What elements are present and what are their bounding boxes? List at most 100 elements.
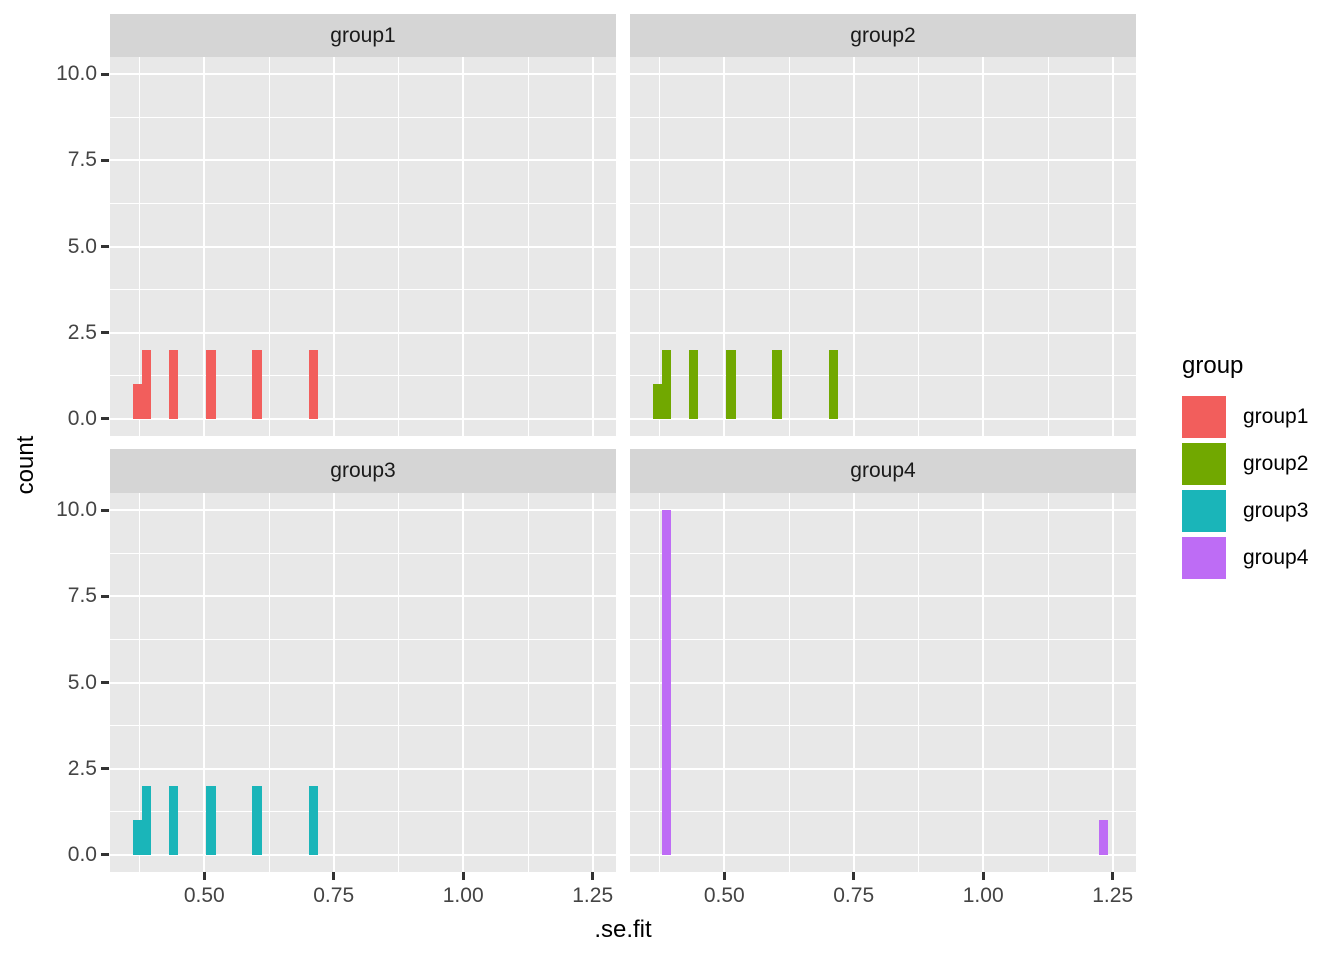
- major-gridline-y: [630, 595, 1136, 598]
- histogram-bar: [141, 349, 151, 419]
- x-tick-label: 0.50: [183, 884, 225, 907]
- y-tick-label: 10.0: [56, 498, 97, 522]
- major-gridline-y: [110, 245, 616, 248]
- legend-entry-group2: group2: [1182, 443, 1308, 485]
- y-tick-mark: [101, 158, 109, 162]
- x-tick-label: 1.25: [572, 884, 614, 907]
- minor-gridline-y: [110, 725, 616, 727]
- y-tick-mark: [101, 72, 109, 76]
- y-tick-mark: [101, 331, 109, 335]
- major-gridline-y: [110, 767, 616, 770]
- histogram-bar: [652, 384, 662, 419]
- major-gridline-y: [630, 331, 1136, 334]
- x-axis-title: .se.fit: [594, 916, 652, 943]
- legend-swatch-group1: [1182, 396, 1226, 438]
- facet-strip-group1: group1: [110, 14, 616, 57]
- facet-panel-group1: [110, 57, 616, 436]
- histogram-bar: [141, 785, 151, 855]
- x-tick-mark: [332, 872, 336, 880]
- minor-gridline-y: [630, 811, 1136, 813]
- facet-strip-group3: group3: [110, 449, 616, 493]
- legend-entry-group1: group1: [1182, 396, 1308, 438]
- y-tick-label: 10.0: [56, 62, 97, 86]
- major-gridline-y: [630, 417, 1136, 420]
- legend-label: group4: [1243, 546, 1309, 569]
- y-tick-label: 2.5: [67, 320, 97, 344]
- x-tick-mark: [461, 872, 465, 880]
- y-tick-mark: [101, 508, 109, 512]
- histogram-bar: [308, 785, 318, 855]
- minor-gridline-y: [630, 375, 1136, 377]
- y-tick-label: 7.5: [67, 148, 97, 172]
- y-tick-mark: [101, 417, 109, 421]
- y-axis-title: count: [12, 435, 39, 495]
- major-gridline-y: [630, 245, 1136, 248]
- minor-gridline-y: [110, 375, 616, 377]
- histogram-bar: [132, 820, 142, 855]
- histogram-bar: [1099, 820, 1109, 855]
- minor-gridline-y: [630, 202, 1136, 204]
- y-tick-mark: [101, 767, 109, 771]
- legend-label: group3: [1243, 499, 1309, 522]
- y-tick-label: 7.5: [67, 584, 97, 608]
- x-tick-mark: [1111, 872, 1115, 880]
- minor-gridline-y: [110, 116, 616, 118]
- major-gridline-y: [630, 159, 1136, 162]
- y-tick-mark: [101, 681, 109, 684]
- major-gridline-y: [110, 159, 616, 162]
- histogram-bar: [828, 349, 838, 419]
- x-tick-label: 1.25: [1092, 884, 1134, 907]
- x-tick-mark: [591, 872, 595, 880]
- major-gridline-y: [630, 853, 1136, 856]
- legend-swatch-group2: [1182, 443, 1226, 485]
- histogram-bar: [168, 349, 178, 419]
- major-gridline-y: [110, 509, 616, 512]
- major-gridline-y: [110, 417, 616, 420]
- legend-entry-group4: group4: [1182, 537, 1308, 579]
- y-tick-mark: [101, 594, 109, 598]
- x-tick-label: 1.00: [962, 884, 1004, 907]
- minor-gridline-y: [110, 638, 616, 640]
- minor-gridline-y: [630, 289, 1136, 291]
- facet-strip-group4: group4: [630, 449, 1136, 493]
- minor-gridline-y: [630, 116, 1136, 118]
- major-gridline-y: [630, 767, 1136, 770]
- x-tick-mark: [981, 872, 985, 880]
- facet-panel-group2: [630, 57, 1136, 436]
- y-tick-label: 5.0: [67, 670, 97, 694]
- legend: group group1 group2 group3 group4: [1182, 352, 1308, 584]
- major-gridline-y: [630, 509, 1136, 512]
- legend-entry-group3: group3: [1182, 490, 1308, 532]
- histogram-bar: [308, 349, 318, 419]
- histogram-bar: [132, 384, 142, 419]
- legend-label: group1: [1243, 405, 1309, 428]
- histogram-bar: [661, 510, 671, 855]
- legend-keys: group1 group2 group3 group4: [1182, 396, 1308, 579]
- legend-swatch-group4: [1182, 537, 1226, 579]
- histogram-bar: [206, 349, 216, 419]
- y-tick-label: 0.0: [67, 406, 97, 430]
- minor-gridline-y: [110, 552, 616, 554]
- major-gridline-y: [110, 681, 616, 684]
- major-gridline-y: [110, 331, 616, 334]
- y-tick-mark: [101, 245, 109, 248]
- y-tick-label: 5.0: [67, 234, 97, 258]
- y-tick-label: 0.0: [67, 842, 97, 866]
- x-tick-mark: [852, 872, 856, 880]
- minor-gridline-y: [110, 811, 616, 813]
- minor-gridline-y: [110, 202, 616, 204]
- x-tick-mark: [722, 872, 726, 880]
- major-gridline-y: [110, 595, 616, 598]
- x-tick-label: 0.75: [833, 884, 875, 907]
- histogram-bar: [252, 785, 262, 855]
- histogram-bar: [726, 349, 736, 419]
- facet-strip-group2: group2: [630, 14, 1136, 57]
- facet-panel-group4: [630, 493, 1136, 872]
- legend-label: group2: [1243, 452, 1309, 475]
- minor-gridline-y: [630, 725, 1136, 727]
- minor-gridline-y: [110, 289, 616, 291]
- histogram-bar: [772, 349, 782, 419]
- y-tick-mark: [101, 853, 109, 857]
